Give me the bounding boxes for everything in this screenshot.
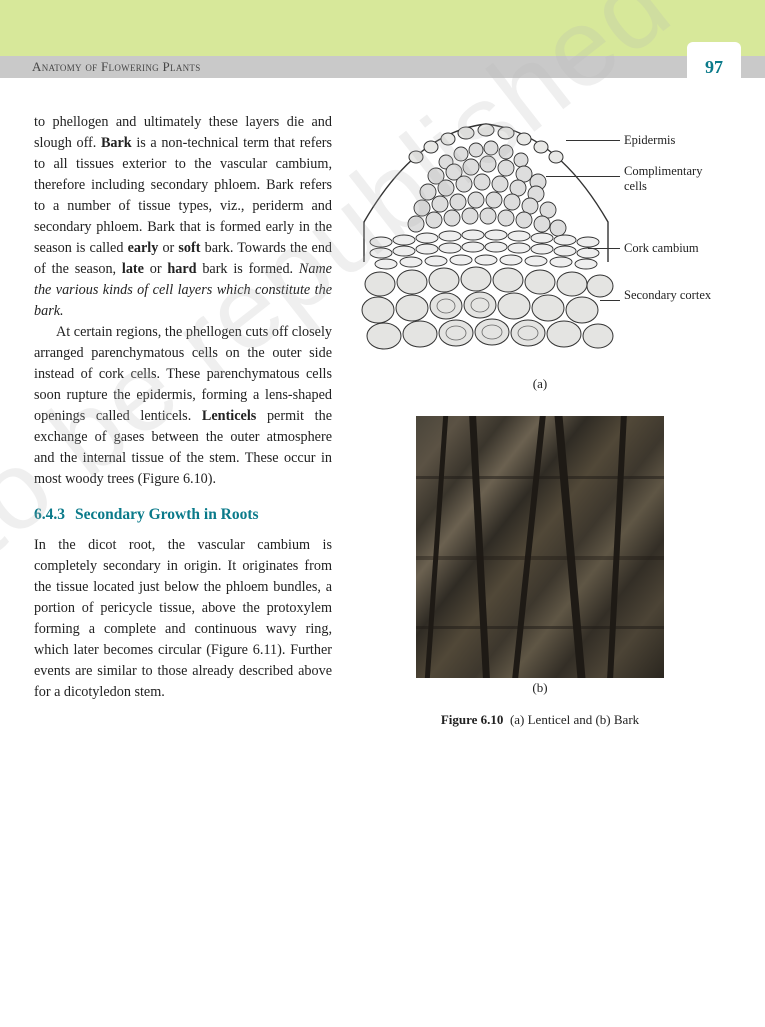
label-complimentary: Complimentary cells [624,164,724,194]
page-number-tab: 97 [687,42,741,82]
label-secondary-cortex: Secondary cortex [624,288,714,303]
section-title: Secondary Growth in Roots [75,504,259,527]
top-banner [0,0,765,56]
section-number: 6.4.3 [34,504,65,527]
content-area: to phellogen and ultimately these layers… [0,78,765,728]
text-column: to phellogen and ultimately these layers… [34,112,332,728]
label-cork-cambium: Cork cambium [624,241,699,256]
bark-photo [416,416,664,678]
paragraph-1: to phellogen and ultimately these layers… [34,112,332,322]
figure-column: Epidermis Complimentary cells Cork cambi… [350,112,730,728]
label-line [588,248,620,249]
figure-caption: Figure 6.10 (a) Lenticel and (b) Bark [441,712,639,728]
label-epidermis: Epidermis [624,133,675,148]
label-line [566,140,620,141]
page-number: 97 [705,57,723,78]
chapter-title: Anatomy of Flowering Plants [32,59,201,75]
label-line [600,300,620,301]
lenticel-svg [356,112,616,352]
subfig-a-label: (a) [533,376,547,392]
subfig-b-label: (b) [532,680,547,696]
label-line [546,176,620,177]
section-heading: 6.4.3 Secondary Growth in Roots [34,504,332,527]
header-bar: Anatomy of Flowering Plants 97 [0,56,765,78]
paragraph-2: At certain regions, the phellogen cuts o… [34,322,332,490]
lenticel-diagram: Epidermis Complimentary cells Cork cambi… [356,112,724,374]
paragraph-3: In the dicot root, the vascular cambium … [34,535,332,703]
